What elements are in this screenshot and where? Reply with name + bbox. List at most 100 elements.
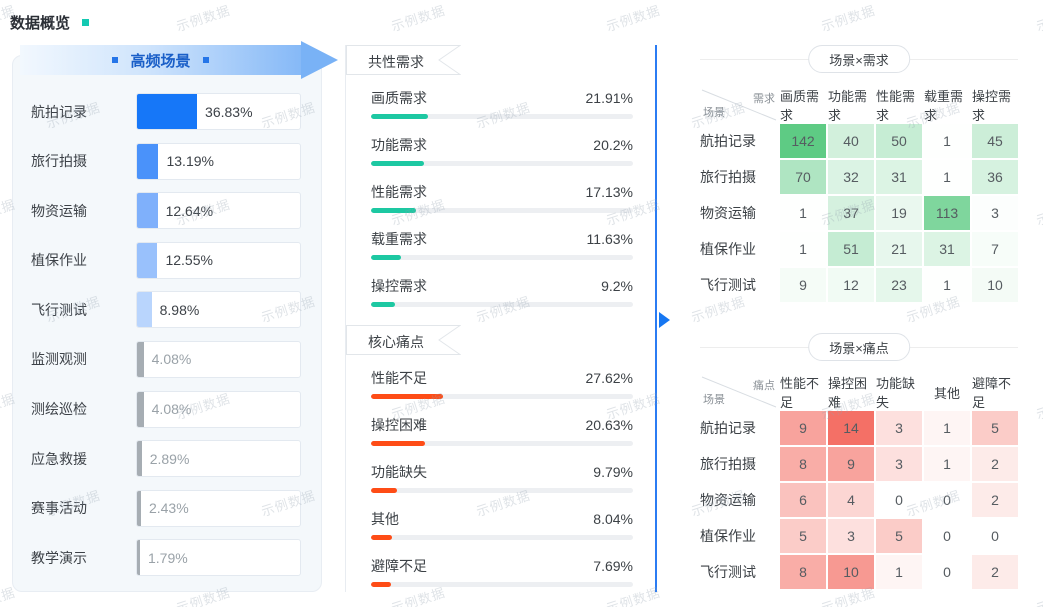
scenario-value: 12.55%	[165, 252, 213, 269]
scenario-label: 航拍记录	[31, 103, 87, 120]
scenario-label: 赛事活动	[31, 500, 87, 517]
scenario-bar-row: 教学演示 1.79%	[31, 539, 301, 577]
metric-track	[371, 302, 633, 307]
scenario-bar-row: 监测观测 4.08%	[31, 340, 301, 378]
metric-value: 27.62%	[585, 370, 633, 386]
scenario-banner: 高频场景	[20, 45, 301, 75]
heatmap-cell: 0	[991, 528, 999, 544]
high-frequency-scenarios-panel: 航拍记录 36.83% 旅行拍摄 13.19% 物资运输 12.64% 植保作业 12.55%…	[12, 55, 322, 592]
heatmap-cell: 10	[828, 555, 874, 589]
metric-item: 避障不足 7.69%	[371, 556, 633, 587]
heatmap-cell: 0	[895, 492, 903, 508]
column-header: 功能缺失	[876, 376, 916, 410]
metric-head: 避障不足 7.69%	[371, 556, 633, 576]
scenario-bar-list: 航拍记录 36.83% 旅行拍摄 13.19% 物资运输 12.64% 植保作业 12.55%…	[13, 93, 321, 589]
heatmap-cell: 3	[876, 411, 922, 445]
heatmap-cell: 9	[780, 411, 826, 445]
heatmap-cell: 3	[991, 205, 999, 221]
metric-item: 功能缺失 9.79%	[371, 462, 633, 493]
metric-label: 画质需求	[371, 90, 427, 106]
heatmap-cell: 5	[780, 519, 826, 553]
scenario-bar-row: 物资运输 12.64%	[31, 192, 301, 230]
scenario-bar-row: 飞行测试 8.98%	[31, 291, 301, 329]
demand-painpoint-panel: 共性需求 画质需求 21.91% 功能需求 20.2% 性能需求 17.13% 载重需求 11.…	[345, 45, 657, 592]
heatmap-cell: 3	[876, 447, 922, 481]
metric-bar	[371, 302, 396, 307]
scenario-label: 监测观测	[31, 351, 87, 368]
scenario-label: 旅行拍摄	[31, 153, 87, 170]
scenario-bar	[137, 441, 142, 477]
heatmap-cell: 45	[972, 124, 1018, 158]
scenario-bar-row: 植保作业 12.55%	[31, 241, 301, 279]
scenario-bar-row: 旅行拍摄 13.19%	[31, 142, 301, 180]
blue-square-icon	[112, 57, 119, 63]
watermark-text: 示例数据	[1034, 196, 1043, 229]
heatmap-cell: 31	[876, 160, 922, 194]
scenario-bar-box: 2.43%	[136, 489, 301, 527]
metric-label: 功能需求	[371, 137, 427, 153]
scenario-value: 36.83%	[205, 103, 253, 120]
scenario-bar	[137, 292, 152, 328]
heatmap-cell: 50	[876, 124, 922, 158]
row-header: 旅行拍摄	[700, 169, 756, 185]
section-ribbon: 核心痛点	[346, 325, 461, 355]
scenario-bar-box: 36.83%	[136, 93, 301, 130]
scenario-value: 8.98%	[159, 301, 200, 318]
blue-square-icon	[202, 57, 209, 63]
heatmap-cell: 21	[876, 232, 922, 266]
row-header: 飞行测试	[700, 564, 756, 580]
column-header: 画质需求	[780, 89, 820, 123]
watermark-text: 示例数据	[1034, 390, 1043, 423]
heatmap-cell: 2	[972, 483, 1018, 517]
section-item-list: 性能不足 27.62% 操控困难 20.63% 功能缺失 9.79% 其他 8.04% 避障不足…	[371, 368, 633, 603]
heatmap-cell: 8	[780, 447, 826, 481]
scenario-bar	[137, 490, 141, 526]
scenario-painpoint-heatmap: 痛点 场景 性能不足 操控困难 功能缺失 其他 避障不足 航拍记录 9 14 3 1 5 旅行拍摄 8 9 3 1…	[700, 375, 1018, 589]
metric-label: 载重需求	[371, 231, 427, 247]
metric-track	[371, 208, 633, 213]
table-title-pill: 场景×需求	[808, 45, 910, 73]
heatmap-cell: 32	[828, 160, 874, 194]
scenario-bar	[137, 242, 158, 278]
metric-track	[371, 441, 633, 446]
scenario-label: 植保作业	[31, 252, 87, 269]
scenario-bar-box: 4.08%	[136, 340, 301, 378]
scenario-bar	[137, 193, 158, 229]
heatmap-cell: 9	[780, 268, 826, 302]
scenario-bar-box: 4.08%	[136, 390, 301, 428]
scenario-label: 物资运输	[31, 202, 87, 219]
heatmap-cell: 5	[972, 411, 1018, 445]
metric-bar	[371, 488, 397, 493]
heatmap-cell: 1	[924, 447, 970, 481]
heatmap-cell: 1	[799, 205, 807, 221]
metric-item: 操控需求 9.2%	[371, 276, 633, 307]
column-header: 操控困难	[828, 376, 868, 410]
heatmap-cell: 113	[924, 196, 970, 230]
metric-value: 11.63%	[586, 231, 633, 247]
metric-track	[371, 161, 633, 166]
table-title: 场景×痛点	[829, 340, 889, 356]
scenario-bar-box: 12.64%	[136, 192, 301, 230]
table-title-pill: 场景×痛点	[808, 333, 910, 361]
heatmap-cell: 1	[943, 277, 951, 293]
metric-bar	[371, 114, 429, 119]
column-header: 避障不足	[972, 376, 1012, 410]
metric-label: 性能需求	[371, 184, 427, 200]
heatmap-cell: 37	[828, 196, 874, 230]
heatmap-cell: 2	[972, 555, 1018, 589]
metric-label: 操控困难	[371, 417, 427, 433]
scenario-label: 测绘巡检	[31, 401, 87, 418]
metric-head: 画质需求 21.91%	[371, 88, 633, 108]
scenario-bar	[137, 391, 144, 427]
metric-value: 9.2%	[601, 278, 633, 294]
heatmap-cell: 1	[799, 241, 807, 257]
metric-value: 9.79%	[593, 464, 633, 480]
corner-label-bottom: 场景	[703, 394, 725, 406]
heatmap-cell: 3	[828, 519, 874, 553]
section-item-list: 画质需求 21.91% 功能需求 20.2% 性能需求 17.13% 载重需求 11.63% 操…	[371, 88, 633, 323]
scenario-bar	[137, 540, 140, 576]
scenario-label: 飞行测试	[31, 301, 87, 318]
watermark-text: 示例数据	[1034, 2, 1043, 35]
watermark-text: 示例数据	[1034, 584, 1043, 607]
metric-bar	[371, 208, 416, 213]
